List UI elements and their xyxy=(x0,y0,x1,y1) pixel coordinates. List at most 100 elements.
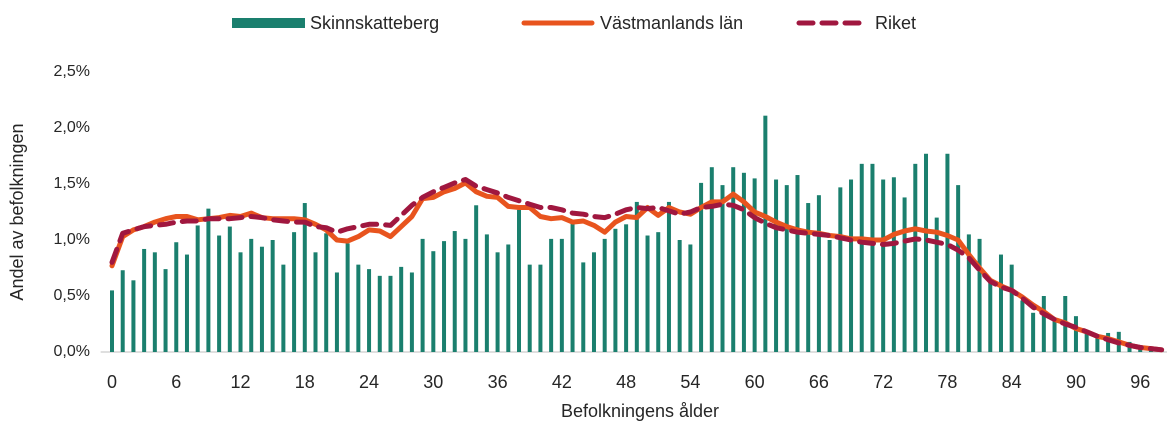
bar xyxy=(131,280,136,352)
bar xyxy=(924,153,929,352)
y-tick-label: 0,5% xyxy=(54,287,90,304)
x-tick-label: 36 xyxy=(488,372,508,392)
x-tick-label: 72 xyxy=(873,372,893,392)
bar xyxy=(645,235,650,352)
y-axis-label: Andel av befolkningen xyxy=(7,123,27,300)
bar xyxy=(142,248,147,352)
legend-swatch xyxy=(232,18,305,28)
line-series xyxy=(109,177,1165,353)
bar xyxy=(345,243,350,352)
bar xyxy=(431,251,436,352)
bar xyxy=(956,185,961,352)
bar xyxy=(881,179,886,352)
bar xyxy=(827,240,832,352)
x-tick-label: 48 xyxy=(616,372,636,392)
y-tick-label: 1,5% xyxy=(54,175,90,192)
x-tick-label: 42 xyxy=(552,372,572,392)
bar xyxy=(549,238,554,352)
legend-label: Västmanlands län xyxy=(600,13,743,33)
bar xyxy=(966,234,971,352)
bar xyxy=(591,252,596,352)
bar xyxy=(227,226,232,352)
bar xyxy=(1020,300,1025,352)
bar xyxy=(1073,316,1078,352)
bar xyxy=(763,115,768,353)
bar xyxy=(1084,330,1089,352)
bar xyxy=(859,163,864,352)
bar xyxy=(442,241,447,352)
x-tick-label: 66 xyxy=(809,372,829,392)
bar xyxy=(120,270,125,352)
bar xyxy=(624,224,629,352)
x-axis-label: Befolkningens ålder xyxy=(561,401,719,421)
bar xyxy=(324,233,329,352)
bar xyxy=(666,201,671,352)
bar xyxy=(302,203,307,352)
bar xyxy=(367,269,372,352)
bar xyxy=(249,238,254,352)
x-tick-label: 60 xyxy=(745,372,765,392)
bar xyxy=(1052,319,1057,352)
bar xyxy=(784,185,789,352)
bar xyxy=(484,234,489,352)
bar xyxy=(270,240,275,352)
bar xyxy=(388,275,393,352)
x-tick-label: 84 xyxy=(1002,372,1022,392)
x-tick-label: 96 xyxy=(1130,372,1150,392)
bar xyxy=(420,238,425,352)
x-tick-label: 6 xyxy=(171,372,181,392)
bar xyxy=(709,167,714,352)
bar xyxy=(463,238,468,352)
bar xyxy=(495,252,500,352)
bar xyxy=(559,238,564,352)
bar xyxy=(1041,296,1046,352)
bar xyxy=(334,272,339,352)
bar xyxy=(163,269,168,352)
bar xyxy=(399,266,404,352)
bar xyxy=(581,262,586,352)
bar xyxy=(281,264,286,352)
bar xyxy=(174,242,179,352)
bar xyxy=(206,208,211,352)
bar xyxy=(1106,332,1111,352)
bar xyxy=(356,264,361,352)
bar xyxy=(934,217,939,352)
x-tick-label: 30 xyxy=(423,372,443,392)
bar xyxy=(731,167,736,352)
bar xyxy=(259,246,264,352)
bar xyxy=(998,254,1003,352)
bar xyxy=(152,252,157,352)
bar xyxy=(870,163,875,352)
bar xyxy=(452,231,457,352)
bar xyxy=(988,279,993,352)
bar xyxy=(195,225,200,352)
x-tick-label: 90 xyxy=(1066,372,1086,392)
legend-label: Skinnskatteberg xyxy=(310,13,439,33)
bar xyxy=(613,228,618,352)
bar xyxy=(313,252,318,352)
bar xyxy=(849,179,854,352)
bar xyxy=(1031,312,1036,352)
y-tick-label: 2,5% xyxy=(54,63,90,80)
bar xyxy=(474,205,479,352)
bar xyxy=(538,264,543,352)
bar xyxy=(527,264,532,352)
bar xyxy=(238,252,243,352)
bar xyxy=(699,182,704,352)
x-tick-label: 0 xyxy=(107,372,117,392)
bar xyxy=(409,272,414,352)
bar xyxy=(720,185,725,352)
y-tick-label: 1,0% xyxy=(54,231,90,248)
bar xyxy=(1095,335,1100,352)
bar xyxy=(752,178,757,352)
bar xyxy=(517,209,522,352)
bar xyxy=(217,235,222,352)
bar xyxy=(292,232,297,352)
bar xyxy=(634,201,639,352)
bar xyxy=(677,240,682,352)
x-tick-label: 24 xyxy=(359,372,379,392)
bar xyxy=(891,177,896,352)
bar xyxy=(806,203,811,352)
bar xyxy=(656,232,661,352)
